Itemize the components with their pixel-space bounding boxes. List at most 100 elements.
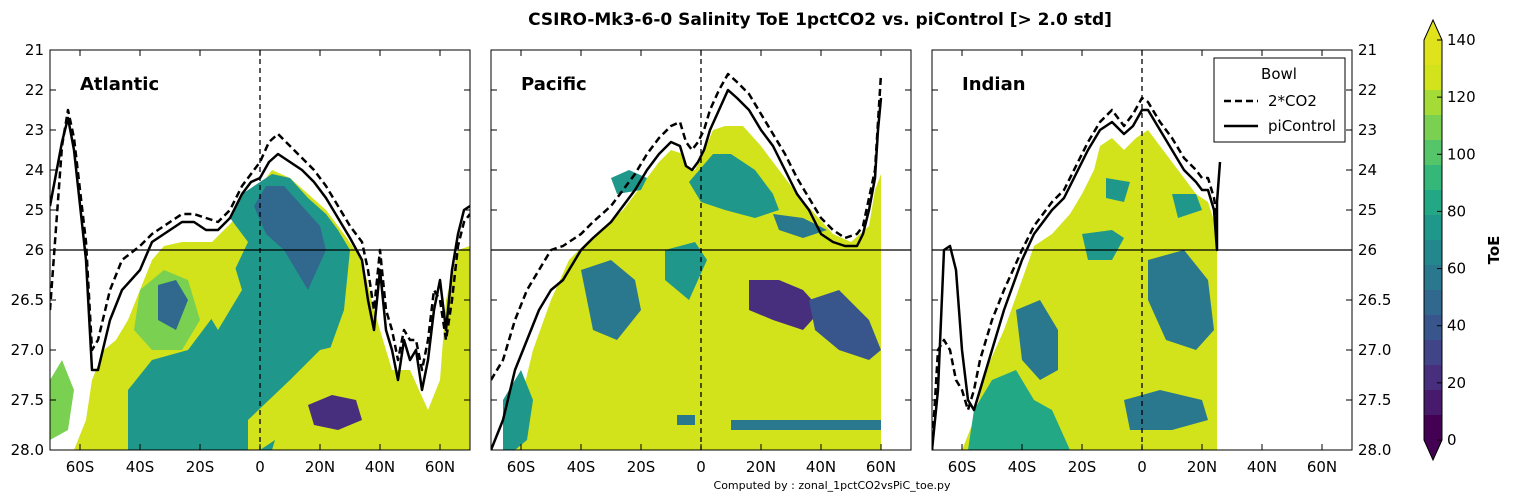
- toe-region-atlantic-4: [158, 280, 188, 330]
- x-tick-label: 20N: [1187, 458, 1217, 476]
- colorbar-tick-label: 60: [1447, 260, 1466, 278]
- colorbar-band: [1424, 390, 1442, 416]
- y-tick-label: 21: [1358, 41, 1377, 59]
- colorbar-band: [1424, 215, 1442, 241]
- colorbar-bands: [1424, 40, 1442, 441]
- toe-region-pacific-2: [581, 260, 641, 340]
- y-tick-label: 27.5: [1358, 391, 1391, 409]
- colorbar-band: [1424, 90, 1442, 116]
- colorbar-band: [1424, 140, 1442, 166]
- toe-region-indian-5: [1148, 250, 1214, 350]
- toe-region-atlantic-7: [308, 395, 362, 430]
- toe-region-pacific-9: [677, 415, 695, 425]
- x-tick-label: 60S: [507, 458, 536, 476]
- x-tick-label: 60S: [948, 458, 977, 476]
- toe-region-pacific-7: [809, 290, 881, 360]
- colorbar-band: [1424, 165, 1442, 191]
- toe-region-indian-2: [1016, 300, 1058, 380]
- y-axis-atlantic: 21 22 23 24 25 26 27.0 27.5 28.0 26.5: [11, 41, 470, 459]
- y-tick-label: 23: [1358, 121, 1377, 139]
- x-tick-label: 40N: [1247, 458, 1277, 476]
- toe-region-pacific-4: [689, 154, 779, 218]
- x-tick-label: 0: [1137, 458, 1147, 476]
- chart-title: CSIRO-Mk3-6-0 Salinity ToE 1pctCO2 vs. p…: [528, 10, 1112, 30]
- colorbar-band: [1424, 365, 1442, 391]
- y-tick-label: 26: [1358, 241, 1377, 259]
- colorbar-label: ToE: [1485, 236, 1503, 265]
- y-tick-label: 25: [25, 201, 44, 219]
- toe-region-pacific-8: [773, 214, 827, 238]
- x-tick-label: 40S: [126, 458, 155, 476]
- legend-label-picontrol: piControl: [1268, 117, 1336, 135]
- toe-region-indian-1: [968, 370, 1070, 450]
- toe-region-pacific-10: [731, 420, 881, 430]
- y-tick-label: 28.0: [1358, 441, 1391, 459]
- colorbar-tick-label: 80: [1447, 202, 1466, 220]
- y-tick-label: 27.0: [1358, 341, 1391, 359]
- x-tick-label: 60S: [66, 458, 95, 476]
- colorbar-band: [1424, 240, 1442, 266]
- toe-region-atlantic-2: [254, 186, 326, 290]
- panel-label-atlantic: Atlantic: [80, 74, 159, 95]
- colorbar-tick-label: 120: [1447, 88, 1476, 106]
- toe-region-atlantic-8: [50, 360, 74, 440]
- colorbar-band: [1424, 265, 1442, 291]
- colorbar-extend-bottom: [1424, 440, 1442, 460]
- bowl-2co2-atlantic: [50, 108, 470, 372]
- x-tick-label: 0: [696, 458, 706, 476]
- y-tick-label: 27.0: [11, 341, 44, 359]
- bowl-2co2-pacific: [491, 72, 883, 381]
- y-axis-pacific: [491, 49, 911, 451]
- y-tick-label: 22: [1358, 81, 1377, 99]
- toe-region-indian-6: [1124, 390, 1208, 430]
- x-tick-label: 0: [255, 458, 265, 476]
- bowl-picontrol-atlantic: [50, 116, 470, 392]
- toe-region-pacific-3: [611, 170, 647, 194]
- toe-region-indian-3: [1082, 230, 1124, 260]
- toe-region-indian-7: [1172, 194, 1202, 218]
- colorbar: 0 20 40 60 80 100 120 140 ToE: [1423, 18, 1503, 462]
- panel-label-indian: Indian: [962, 74, 1026, 95]
- colorbar-tick-label: 40: [1447, 317, 1466, 335]
- colorbar-band: [1424, 315, 1442, 341]
- panel-atlantic: 60S 40S 20S 0 20N 40N 60N 21 22 23 24 25 26 27.0 27.5…: [11, 41, 471, 476]
- colorbar-tick-label: 0: [1447, 431, 1457, 449]
- toe-field-pacific: [503, 126, 881, 450]
- x-tick-label: 20N: [746, 458, 776, 476]
- y-tick-label: 26: [25, 241, 44, 259]
- colorbar-band: [1424, 65, 1442, 91]
- y-axis-indian: 21 22 23 24 25 26 26.5 27.0 27.5 28.0: [932, 41, 1391, 459]
- x-tick-label: 60N: [1307, 458, 1337, 476]
- x-tick-label: 20S: [1068, 458, 1097, 476]
- x-tick-label: 40N: [365, 458, 395, 476]
- colorbar-band: [1424, 340, 1442, 366]
- overlay-pacific: [491, 50, 911, 450]
- colorbar-band: [1424, 40, 1442, 66]
- x-tick-label: 40N: [806, 458, 836, 476]
- bowl-picontrol-indian: [932, 108, 1222, 450]
- panel-indian: 60S 40S 20S 0 20N 40N 60N 21 22 23 24 25 26 26.5 27.0…: [931, 41, 1391, 476]
- colorbar-ticks: 0 20 40 60 80 100 120 140: [1437, 31, 1476, 449]
- toe-region-pacific-6: [749, 280, 821, 330]
- toe-field-atlantic: [50, 170, 470, 450]
- panel-pacific: 60S 40S 20S 0 20N 40N 60N Pacific: [490, 49, 912, 476]
- x-tick-label: 40S: [1008, 458, 1037, 476]
- x-tick-label: 60N: [425, 458, 455, 476]
- x-axis-atlantic: 60S 40S 20S 0 20N 40N 60N: [66, 50, 455, 476]
- colorbar-extend-top: [1424, 20, 1442, 40]
- x-axis-pacific: 60S 40S 20S 0 20N 40N 60N: [507, 50, 896, 476]
- x-tick-label: 20N: [305, 458, 335, 476]
- y-tick-label: 21: [25, 41, 44, 59]
- toe-field-indian: [962, 130, 1217, 450]
- toe-region-pacific-5: [665, 242, 707, 300]
- y-tick-label: 24: [25, 161, 44, 179]
- colorbar-tick-label: 100: [1447, 145, 1476, 163]
- y-tick-label: 26.5: [11, 291, 44, 309]
- y-tick-label: 23: [25, 121, 44, 139]
- x-tick-label: 20S: [627, 458, 656, 476]
- legend-label-2co2: 2*CO2: [1268, 92, 1317, 110]
- toe-region-atlantic-6: [248, 340, 380, 450]
- y-tick-label: 22: [25, 81, 44, 99]
- y-tick-label: 28.0: [11, 441, 44, 459]
- bowl-picontrol-pacific: [491, 88, 883, 450]
